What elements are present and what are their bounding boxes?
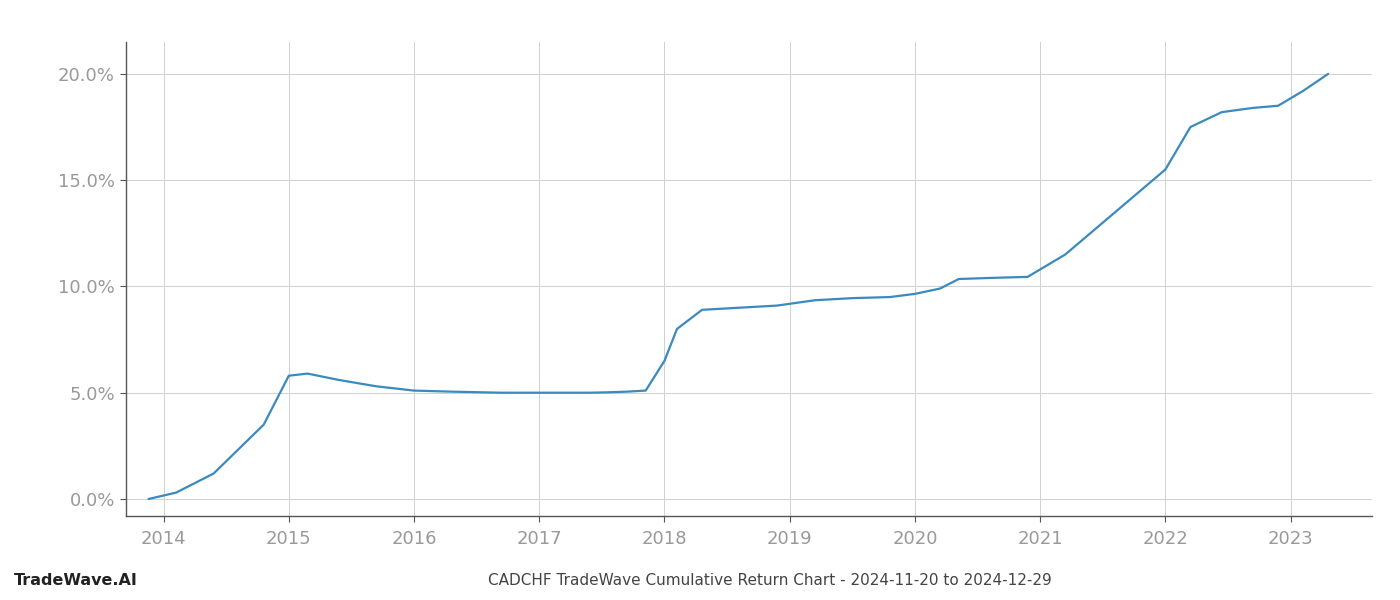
Text: CADCHF TradeWave Cumulative Return Chart - 2024-11-20 to 2024-12-29: CADCHF TradeWave Cumulative Return Chart… — [489, 573, 1051, 588]
Text: TradeWave.AI: TradeWave.AI — [14, 573, 137, 588]
